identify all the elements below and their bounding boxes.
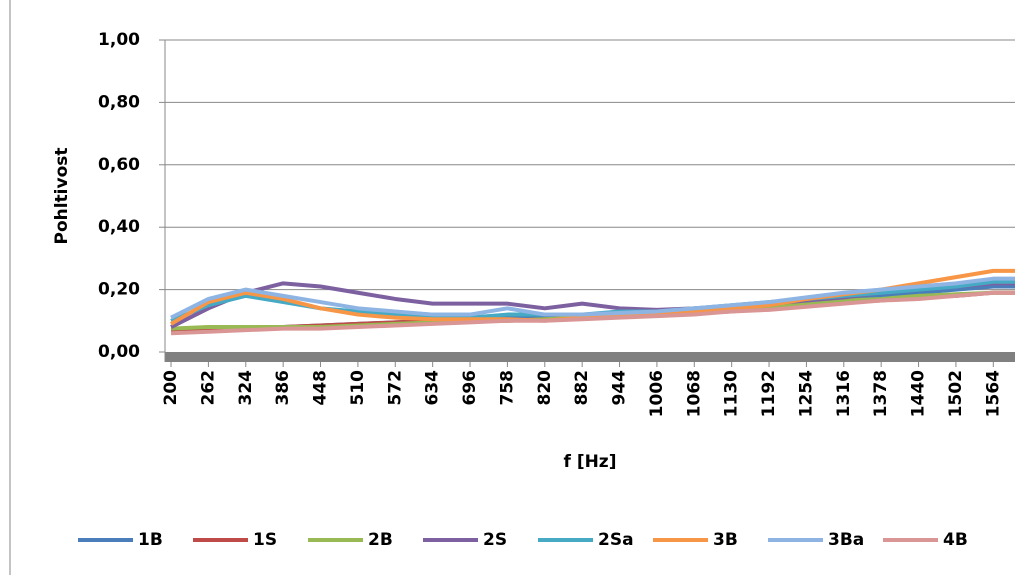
x-tick-label: 634 xyxy=(423,370,443,406)
x-tick-label: 1564 xyxy=(983,370,1003,417)
legend-label: 1B xyxy=(138,530,163,550)
x-tick-label: 386 xyxy=(273,370,293,406)
y-tick-label: 0,80 xyxy=(98,92,140,112)
legend-label: 4B xyxy=(943,530,968,550)
legend-label: 2Sa xyxy=(598,530,634,550)
x-tick-label: 1440 xyxy=(909,370,929,417)
x-tick-label: 200 xyxy=(161,370,181,406)
y-tick-label: 0,00 xyxy=(98,342,140,362)
legend-label: 3Ba xyxy=(828,530,864,550)
legend-label: 2B xyxy=(368,530,393,550)
y-tick-label: 1,00 xyxy=(98,30,140,50)
y-tick-label: 0,40 xyxy=(98,217,140,237)
y-tick-label: 0,60 xyxy=(98,155,140,175)
x-tick-label: 262 xyxy=(198,370,218,406)
x-tick-label: 572 xyxy=(385,370,405,406)
x-tick-label: 944 xyxy=(610,370,630,406)
x-tick-label: 696 xyxy=(460,370,480,406)
x-tick-label: 1502 xyxy=(946,370,966,417)
x-tick-label: 1006 xyxy=(647,370,667,417)
legend-label: 3B xyxy=(713,530,738,550)
x-tick-label: 882 xyxy=(572,370,592,406)
floor xyxy=(165,352,1015,362)
legend-label: 2S xyxy=(483,530,507,550)
x-tick-label: 1192 xyxy=(759,370,779,417)
x-tick-label: 820 xyxy=(535,370,555,406)
x-tick-label: 758 xyxy=(497,370,517,406)
y-tick-label: 0,20 xyxy=(98,280,140,300)
legend-label: 1S xyxy=(253,530,277,550)
x-tick-label: 1316 xyxy=(834,370,854,417)
x-tick-label: 1254 xyxy=(796,370,816,417)
series-line xyxy=(170,276,1015,320)
x-axis-title: f [Hz] xyxy=(564,452,617,472)
x-tick-label: 448 xyxy=(311,370,331,406)
x-tick-label: 1130 xyxy=(722,370,742,417)
x-tick-label: 510 xyxy=(348,370,368,406)
x-tick-label: 324 xyxy=(236,370,256,406)
y-axis-title: Pohltivost xyxy=(52,147,72,244)
series-line xyxy=(170,290,1015,336)
x-tick-label: 1068 xyxy=(684,370,704,417)
x-tick-label: 1378 xyxy=(871,370,891,417)
